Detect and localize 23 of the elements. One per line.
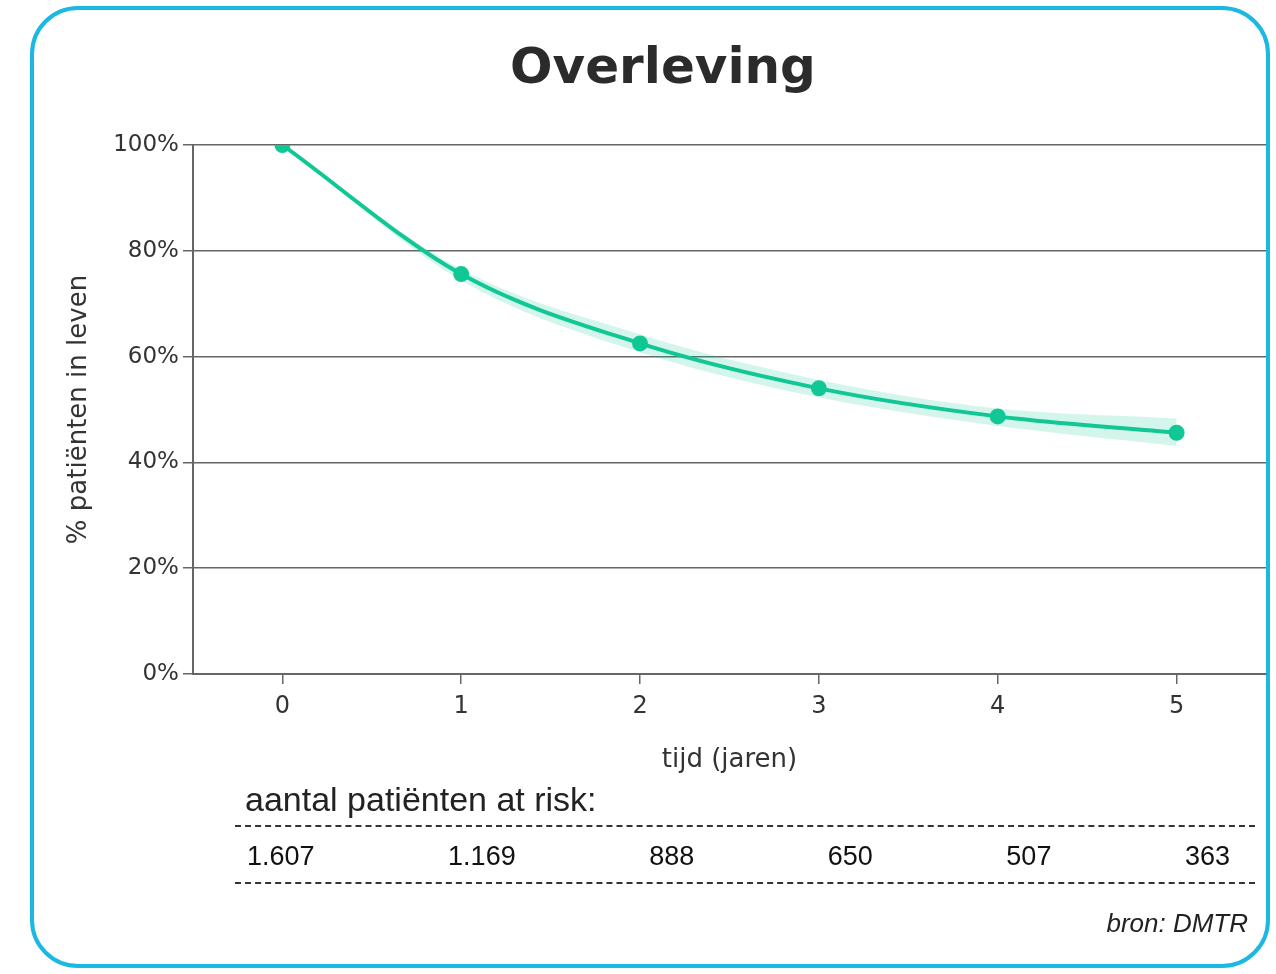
text: 888 xyxy=(649,841,695,872)
y-tick-label: 20% xyxy=(127,553,179,580)
y-tick-label: 100% xyxy=(113,129,179,156)
y-tick-label: 0% xyxy=(142,658,179,685)
text: 363 xyxy=(1184,841,1230,872)
x-tick-label: 4 xyxy=(990,690,1006,719)
text: aantal patiënten at risk: xyxy=(244,780,598,819)
text: 1.169 xyxy=(448,841,516,872)
y-tick-label: 40% xyxy=(127,447,179,474)
text: 1.607 xyxy=(247,841,315,872)
text: bron: DMTR xyxy=(1106,908,1248,939)
y-axis-title: % patiënten in leven xyxy=(62,274,93,545)
x-tick-label: 5 xyxy=(1168,690,1185,719)
chart-title: Overleving xyxy=(510,36,816,95)
y-tick-label: 80% xyxy=(127,235,179,262)
text: 650 xyxy=(827,841,873,872)
x-tick-label: 0 xyxy=(274,690,291,719)
x-tick-label: 1 xyxy=(453,690,469,719)
text: 507 xyxy=(1006,841,1052,872)
x-tick-label: 2 xyxy=(632,690,648,719)
y-tick-label: 60% xyxy=(127,341,179,368)
x-axis-title: tijd (jaren) xyxy=(661,743,798,774)
x-tick-label: 3 xyxy=(811,690,827,719)
